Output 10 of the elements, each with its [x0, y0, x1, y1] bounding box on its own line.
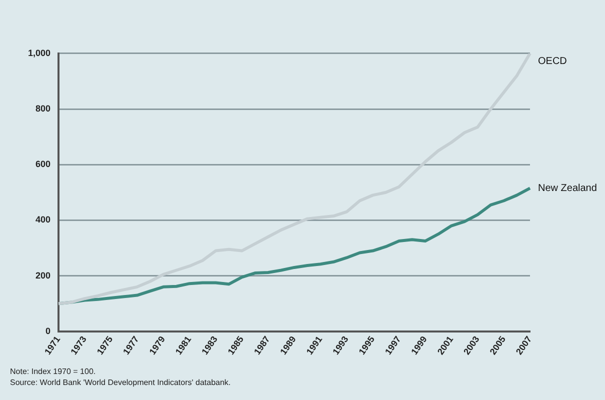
- source-note: Source: World Bank 'World Development Indicators' databank.: [10, 377, 231, 388]
- series-label: New Zealand: [538, 182, 597, 194]
- y-tick-label: 800: [35, 103, 51, 114]
- series-label: OECD: [538, 56, 567, 68]
- y-tick-label: 1,000: [28, 48, 51, 58]
- y-tick-label: 200: [35, 270, 51, 280]
- text: Note: Index 1970 = 100.: [10, 366, 97, 377]
- y-tick-label: 600: [35, 159, 51, 170]
- y-tick-label: 0: [46, 326, 51, 336]
- y-tick-label: 400: [35, 214, 51, 225]
